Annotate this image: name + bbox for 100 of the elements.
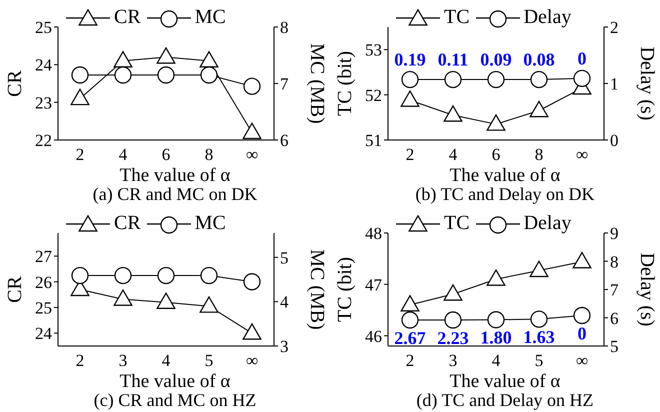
annotation: 0 [578,323,586,344]
legend-label: CR [114,6,141,29]
y-tick-label: 48 [365,224,382,244]
y2-tick-label: 8 [280,18,288,38]
x-tick-label: 4 [162,351,171,370]
y2-tick-label: 1 [610,74,618,94]
y2-tick-label: 5 [610,337,618,356]
y2-axis-title: MC (MB) [306,249,328,330]
y2-tick-label: 9 [610,224,618,244]
annotation: 0 [578,48,586,68]
point [400,90,420,107]
point [572,252,592,268]
y2-tick-label: 8 [610,252,618,272]
x-tick-label: 4 [448,145,458,164]
x-tick-label: 4 [492,351,501,370]
x-tick-label: 2 [406,145,414,164]
y-tick-label: 53 [365,40,382,60]
text: (b) TC and Delay on DK [414,184,596,204]
point [486,269,506,286]
point [530,260,548,278]
y2-tick-label: 0 [610,131,618,150]
x-tick-label: 6 [162,145,170,164]
point [200,51,218,68]
x-tick-label: 2 [406,351,414,370]
point [156,292,176,309]
y-tick-label: 47 [365,275,382,294]
text: (a) CR and MC on DK [92,184,258,204]
point [114,51,132,68]
y2-tick-label: 5 [280,248,288,268]
y2-tick-label: 7 [610,280,619,300]
legend-label: TC [444,6,470,29]
x-tick-label: 8 [534,145,544,164]
point [444,105,462,122]
point [400,295,420,312]
legend-label: Delay [524,212,572,235]
x-tick-label: 5 [534,351,544,370]
x-tick-label: ∞ [576,351,588,370]
annotation: 0.11 [438,50,468,70]
y2-tick-label: 2 [610,18,618,38]
y-tick-label: 22 [35,131,52,150]
legend-label: CR [114,212,141,235]
y-tick-label: 23 [35,93,52,112]
x-tick-label: ∞ [246,351,258,370]
text: (d) TC and Delay on HZ [415,390,595,410]
point [242,122,262,140]
y2-tick-label: 6 [280,131,288,150]
y-tick-label: 51 [365,131,382,150]
point [200,296,218,313]
annotation: 0.09 [480,50,512,70]
y2-axis-title: Delay (s) [636,46,658,120]
y2-tick-label: 6 [610,308,618,328]
y-tick-label: 24 [35,56,52,75]
x-axis-title: The value of α [118,165,232,186]
y2-tick-label: 7 [280,74,289,94]
x-tick-label: 2 [76,351,84,370]
y-tick-label: 27 [35,247,52,266]
y-axis-title: CR [4,276,26,303]
point [156,47,176,64]
y-tick-label: 52 [365,86,382,105]
annotation: 2.23 [437,328,469,348]
x-axis-title: The value of α [448,165,562,186]
text: (c) CR and MC on HZ [92,390,258,410]
y2-axis-title: MC (MB) [306,43,328,124]
y-tick-label: 26 [35,272,52,292]
legend-label: MC [194,212,226,235]
y-tick-label: 46 [365,326,382,346]
point [530,100,548,118]
y2-tick-label: 4 [280,292,289,312]
x-tick-label: 3 [118,351,128,370]
legend-label: Delay [524,6,572,29]
legend-label: TC [444,212,470,235]
y-tick-label: 24 [35,324,52,344]
x-tick-label: ∞ [246,145,258,164]
y2-tick-label: 3 [280,337,288,356]
x-tick-label: 4 [118,145,128,164]
y-tick-label: 25 [35,18,52,38]
y-axis-title: TC (bit) [334,257,356,322]
annotation: 0.08 [523,50,555,70]
legend-label: MC [194,6,226,29]
annotation: 2.67 [394,328,426,348]
y2-axis-title: Delay (s) [636,252,658,326]
y-axis-title: TC (bit) [334,51,356,116]
x-tick-label: ∞ [576,145,588,164]
x-tick-label: 2 [76,145,84,164]
annotation: 1.63 [523,327,555,348]
annotation: 0.19 [394,50,426,70]
point [444,284,462,301]
point [486,114,506,131]
x-tick-label: 5 [204,351,214,370]
annotation: 1.80 [480,328,512,348]
x-axis-title: The value of α [118,371,232,392]
point [114,289,132,306]
point [242,323,262,340]
y-tick-label: 25 [35,298,52,318]
y-axis-title: CR [4,70,26,97]
x-tick-label: 3 [448,351,458,370]
x-axis-title: The value of α [448,371,562,392]
point [70,88,90,106]
x-tick-label: 8 [204,145,214,164]
x-tick-label: 6 [492,145,500,164]
